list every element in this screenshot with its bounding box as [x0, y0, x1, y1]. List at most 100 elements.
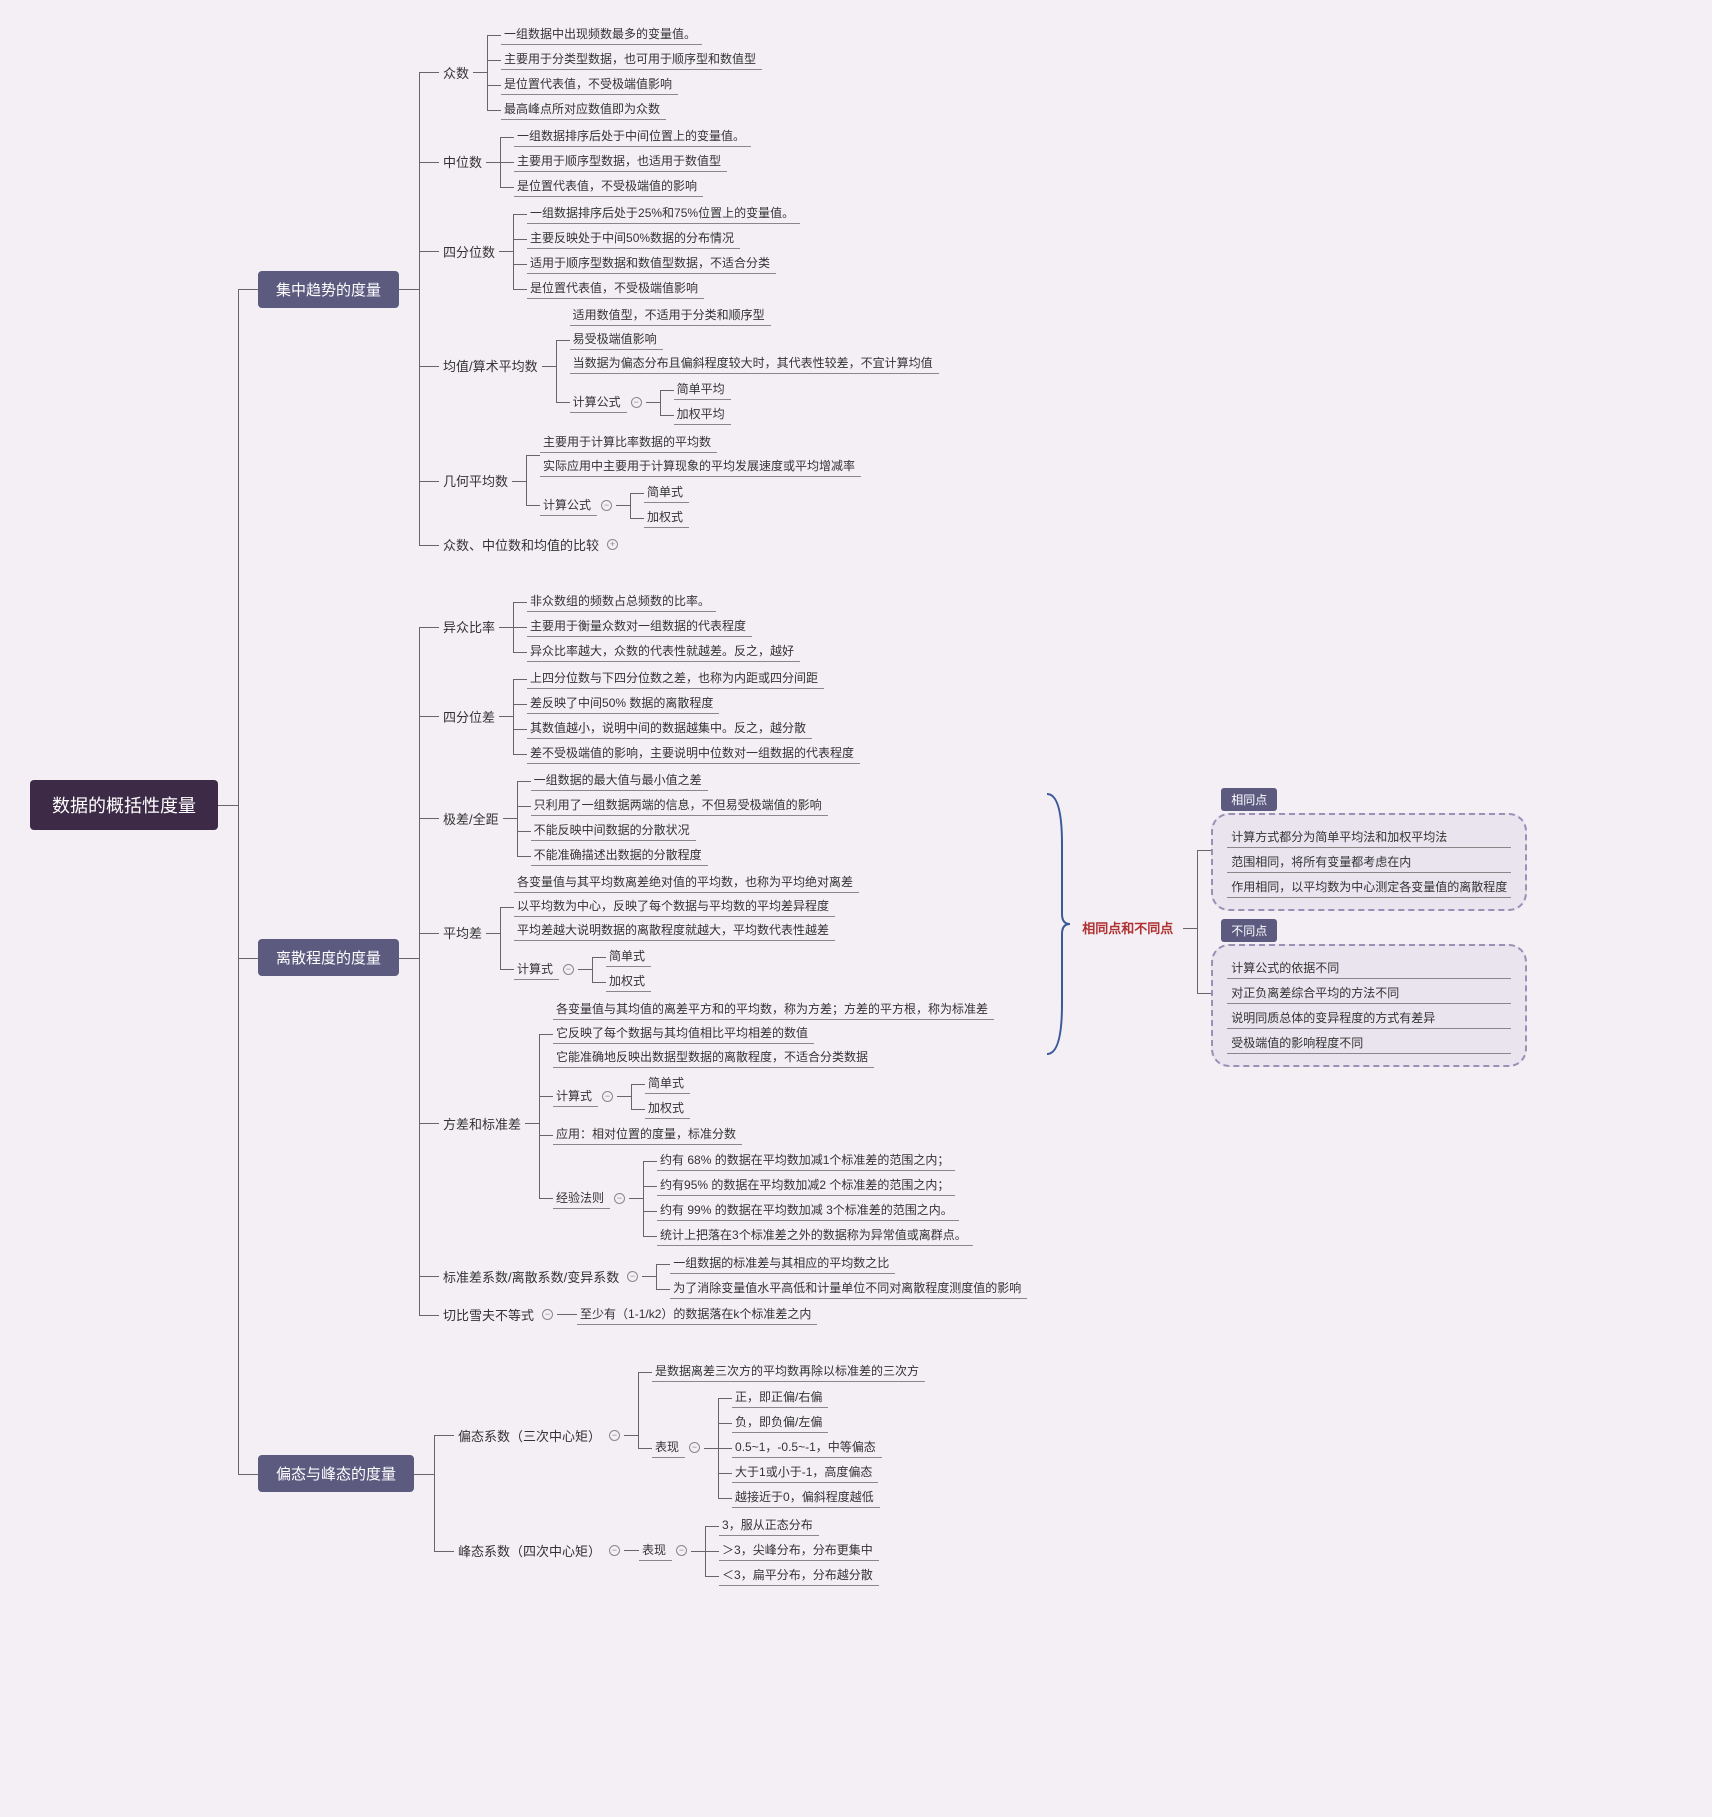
node-compare[interactable]: 众数、中位数和均值的比较 [439, 533, 603, 556]
cloud-item: 说明同质总体的变异程度的方式有差异 [1227, 1007, 1511, 1029]
collapse-icon[interactable]: − [609, 1545, 620, 1556]
leaf: 各变量值与其均值的离差平方和的平均数，称为方差；方差的平方根，称为标准差 [553, 999, 994, 1020]
cloud-diff-title: 不同点 [1221, 919, 1277, 942]
cloud-item: 受极端值的影响程度不同 [1227, 1032, 1511, 1054]
leaf-var-app[interactable]: 应用：相对位置的度量，标准分数 [553, 1124, 742, 1145]
branch-dispersion: 离散程度的度量 异众比率 非众数组的频数占总频数的比率。主要用于衡量众数对一组数… [258, 588, 1527, 1327]
node-mode[interactable]: 众数 [439, 61, 473, 84]
collapse-icon[interactable]: − [542, 1309, 553, 1320]
node-dispersion[interactable]: 离散程度的度量 [258, 939, 399, 976]
leaf: 负，即负偏/左偏 [732, 1412, 828, 1433]
node-var[interactable]: 方差和标准差 [439, 1112, 525, 1135]
collapse-icon[interactable]: − [689, 1442, 700, 1453]
leaf: 约有95% 的数据在平均数加减2 个标准差的范围之内； [657, 1175, 955, 1196]
connector [617, 1071, 645, 1121]
node-shape[interactable]: 偏态与峰态的度量 [258, 1455, 414, 1492]
collapse-icon[interactable]: − [563, 964, 574, 975]
leaf: 易受极端值影响 [570, 329, 663, 350]
collapse-icon[interactable]: − [601, 500, 612, 511]
node-vr[interactable]: 异众比率 [439, 615, 499, 638]
leaf: 主要反映处于中间50%数据的分布情况 [527, 228, 740, 249]
leaf: 加权式 [606, 971, 651, 992]
leaf: 简单平均 [674, 379, 731, 400]
leaf-var-formula[interactable]: 计算式 [553, 1086, 598, 1107]
node-geomean[interactable]: 几何平均数 [439, 469, 512, 492]
leaf: 适用数值型，不适用于分类和顺序型 [570, 305, 771, 326]
connector [414, 1358, 454, 1589]
connector [512, 430, 540, 531]
leaf-skew-perf[interactable]: 表现 [652, 1437, 685, 1458]
root-node[interactable]: 数据的概括性度量 [30, 780, 218, 830]
node-quartile[interactable]: 四分位数 [439, 240, 499, 263]
leaf: 一组数据排序后处于25%和75%位置上的变量值。 [527, 203, 800, 224]
leaf: 是位置代表值，不受极端值影响 [527, 278, 704, 299]
leaf: 差不受极端值的影响，主要说明中位数对一组数据的代表程度 [527, 743, 860, 764]
connector [499, 589, 527, 664]
leaf: 最高峰点所对应数值即为众数 [501, 99, 666, 120]
node-iqr[interactable]: 四分位差 [439, 705, 499, 728]
node-kurt[interactable]: 峰态系数（四次中心矩） [454, 1539, 605, 1562]
leaf: 一组数据的标准差与其相应的平均数之比 [670, 1253, 895, 1274]
leaf: 3，服从正态分布 [719, 1515, 819, 1536]
expand-icon[interactable]: + [607, 539, 618, 550]
leaf: 是位置代表值，不受极端值影响 [501, 74, 678, 95]
leaf: 一组数据中出现频数最多的变量值。 [501, 24, 702, 45]
leaf: 非众数组的频数占总频数的比率。 [527, 591, 716, 612]
leaf: 其数值越小，说明中间的数据越集中。反之，越分散 [527, 718, 812, 739]
node-mad[interactable]: 平均差 [439, 921, 486, 944]
node-range[interactable]: 极差/全距 [439, 807, 503, 830]
leaf-var-rule[interactable]: 经验法则 [553, 1188, 610, 1209]
cloud-same: 相同点 计算方式都分为简单平均法和加权平均法范围相同，将所有变量都考虑在内作用相… [1211, 788, 1527, 911]
connector [578, 944, 606, 994]
cloud-diff: 不同点 计算公式的依据不同对正负离差综合平均的方法不同说明同质总体的变异程度的方… [1211, 919, 1527, 1067]
leaf: 以平均数为中心，反映了每个数据与平均数的平均差异程度 [514, 896, 835, 917]
leaf-mean-formula[interactable]: 计算公式 [570, 392, 627, 413]
connector [499, 201, 527, 301]
mindmap-root: 数据的概括性度量 集中趋势的度量 众数 一组数据中出现频数最多的变量值。主要用于… [10, 20, 1702, 1590]
leaf: 差反映了中间50% 数据的离散程度 [527, 693, 719, 714]
leaf-mad-formula[interactable]: 计算式 [514, 959, 559, 980]
leaf: 加权平均 [674, 404, 731, 425]
leaf-kurt-perf[interactable]: 表现 [639, 1540, 672, 1561]
leaf: 0.5~1，-0.5~-1，中等偏态 [732, 1437, 882, 1458]
collapse-icon[interactable]: − [609, 1430, 620, 1441]
leaf: 简单式 [644, 482, 689, 503]
leaf: 不能反映中间数据的分散状况 [531, 820, 696, 841]
connector [399, 588, 439, 1327]
node-mean[interactable]: 均值/算术平均数 [439, 354, 542, 377]
connector [616, 480, 644, 530]
leaf: 正，即正偏/右偏 [732, 1387, 828, 1408]
leaf: 它反映了每个数据与其均值相比平均相差的数值 [553, 1023, 814, 1044]
leaf-geo-formula[interactable]: 计算公式 [540, 495, 597, 516]
leaf: 大于1或小于-1，高度偏态 [732, 1462, 878, 1483]
connector [525, 997, 553, 1249]
connector [399, 21, 439, 557]
node-median[interactable]: 中位数 [439, 150, 486, 173]
cloud-item: 计算公式的依据不同 [1227, 957, 1511, 979]
leaf: 简单式 [606, 946, 651, 967]
summary-bracket-group: 相同点和不同点 相同点 计算方式都分为简单平均法和加权平均法范围相同，将所有变量… [1027, 784, 1527, 1071]
collapse-icon[interactable]: − [627, 1271, 638, 1282]
leaf: 主要用于计算比率数据的平均数 [540, 432, 717, 453]
leaf: 越接近于0，偏斜程度越低 [732, 1487, 880, 1508]
connector [473, 22, 501, 122]
collapse-icon[interactable]: − [631, 397, 642, 408]
connector [624, 1359, 652, 1511]
cloud-item: 对正负离差综合平均的方法不同 [1227, 982, 1511, 1004]
node-cheby[interactable]: 切比雪夫不等式 [439, 1303, 538, 1326]
node-cv[interactable]: 标准差系数/离散系数/变异系数 [439, 1265, 623, 1288]
leaf: 主要用于衡量众数对一组数据的代表程度 [527, 616, 752, 637]
collapse-icon[interactable]: − [602, 1091, 613, 1102]
leaf: ＜3，扁平分布，分布越分散 [719, 1565, 879, 1586]
leaf: 是位置代表值，不受极端值的影响 [514, 176, 703, 197]
leaf: 主要用于顺序型数据，也适用于数值型 [514, 151, 727, 172]
node-skew[interactable]: 偏态系数（三次中心矩） [454, 1424, 605, 1447]
collapse-icon[interactable]: − [614, 1193, 625, 1204]
leaf: 一组数据的最大值与最小值之差 [531, 770, 708, 791]
collapse-icon[interactable]: − [676, 1545, 687, 1556]
cloud-item: 作用相同，以平均数为中心测定各变量值的离散程度 [1227, 876, 1511, 898]
connector [499, 666, 527, 766]
cloud-item: 计算方式都分为简单平均法和加权平均法 [1227, 826, 1511, 848]
node-central[interactable]: 集中趋势的度量 [258, 271, 399, 308]
connector [503, 768, 531, 868]
